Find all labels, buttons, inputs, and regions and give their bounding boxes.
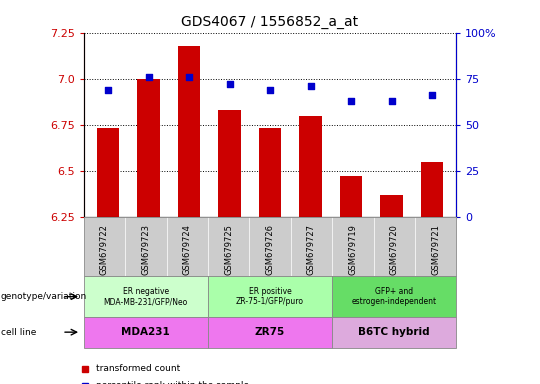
Point: [225, 81, 234, 87]
Bar: [218, 110, 241, 217]
Text: ZR75: ZR75: [255, 327, 285, 337]
Text: GSM679721: GSM679721: [431, 224, 440, 275]
Text: GSM679722: GSM679722: [100, 224, 109, 275]
Text: GFP+ and
estrogen-independent: GFP+ and estrogen-independent: [352, 287, 437, 306]
Bar: [380, 195, 403, 217]
Text: cell line: cell line: [1, 328, 36, 337]
Text: ER negative
MDA-MB-231/GFP/Neo: ER negative MDA-MB-231/GFP/Neo: [104, 287, 188, 306]
Point: [104, 87, 112, 93]
Text: genotype/variation: genotype/variation: [1, 292, 87, 301]
Text: transformed count: transformed count: [96, 364, 180, 373]
Point: [428, 92, 436, 98]
Bar: [178, 46, 200, 217]
Bar: [137, 79, 160, 217]
Text: GSM679727: GSM679727: [307, 223, 316, 275]
Bar: [259, 129, 281, 217]
Title: GDS4067 / 1556852_a_at: GDS4067 / 1556852_a_at: [181, 15, 359, 29]
Text: GSM679720: GSM679720: [390, 224, 399, 275]
Text: GSM679723: GSM679723: [141, 223, 150, 275]
Text: MDA231: MDA231: [122, 327, 170, 337]
Point: [347, 98, 355, 104]
Text: ER positive
ZR-75-1/GFP/puro: ER positive ZR-75-1/GFP/puro: [236, 287, 304, 306]
Text: GSM679719: GSM679719: [348, 224, 357, 275]
Text: GSM679726: GSM679726: [266, 223, 274, 275]
Point: [306, 83, 315, 89]
Point: [387, 98, 396, 104]
Point: [185, 74, 193, 80]
Bar: [340, 176, 362, 217]
Text: GSM679724: GSM679724: [183, 224, 192, 275]
Point: [144, 74, 153, 80]
Point: [266, 87, 274, 93]
Bar: [97, 129, 119, 217]
Bar: [421, 162, 443, 217]
Text: GSM679725: GSM679725: [224, 224, 233, 275]
Text: percentile rank within the sample: percentile rank within the sample: [96, 381, 249, 384]
Text: B6TC hybrid: B6TC hybrid: [359, 327, 430, 337]
Bar: [299, 116, 322, 217]
